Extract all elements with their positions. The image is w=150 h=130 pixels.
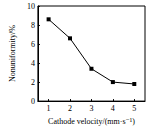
svg-text:0: 0	[31, 97, 35, 106]
svg-text:6: 6	[31, 40, 35, 49]
svg-text:10: 10	[27, 2, 35, 11]
svg-text:2: 2	[31, 78, 35, 87]
svg-text:5: 5	[132, 104, 136, 113]
svg-text:3: 3	[89, 104, 93, 113]
svg-text:1: 1	[47, 104, 51, 113]
svg-text:8: 8	[31, 21, 35, 30]
svg-text:Nonuniformity/%: Nonuniformity/%	[8, 25, 17, 82]
svg-text:4: 4	[31, 59, 35, 68]
svg-text:Cathode velocity/(mm·s⁻¹): Cathode velocity/(mm·s⁻¹)	[48, 117, 135, 126]
svg-text:2: 2	[68, 104, 72, 113]
svg-text:4: 4	[111, 104, 115, 113]
